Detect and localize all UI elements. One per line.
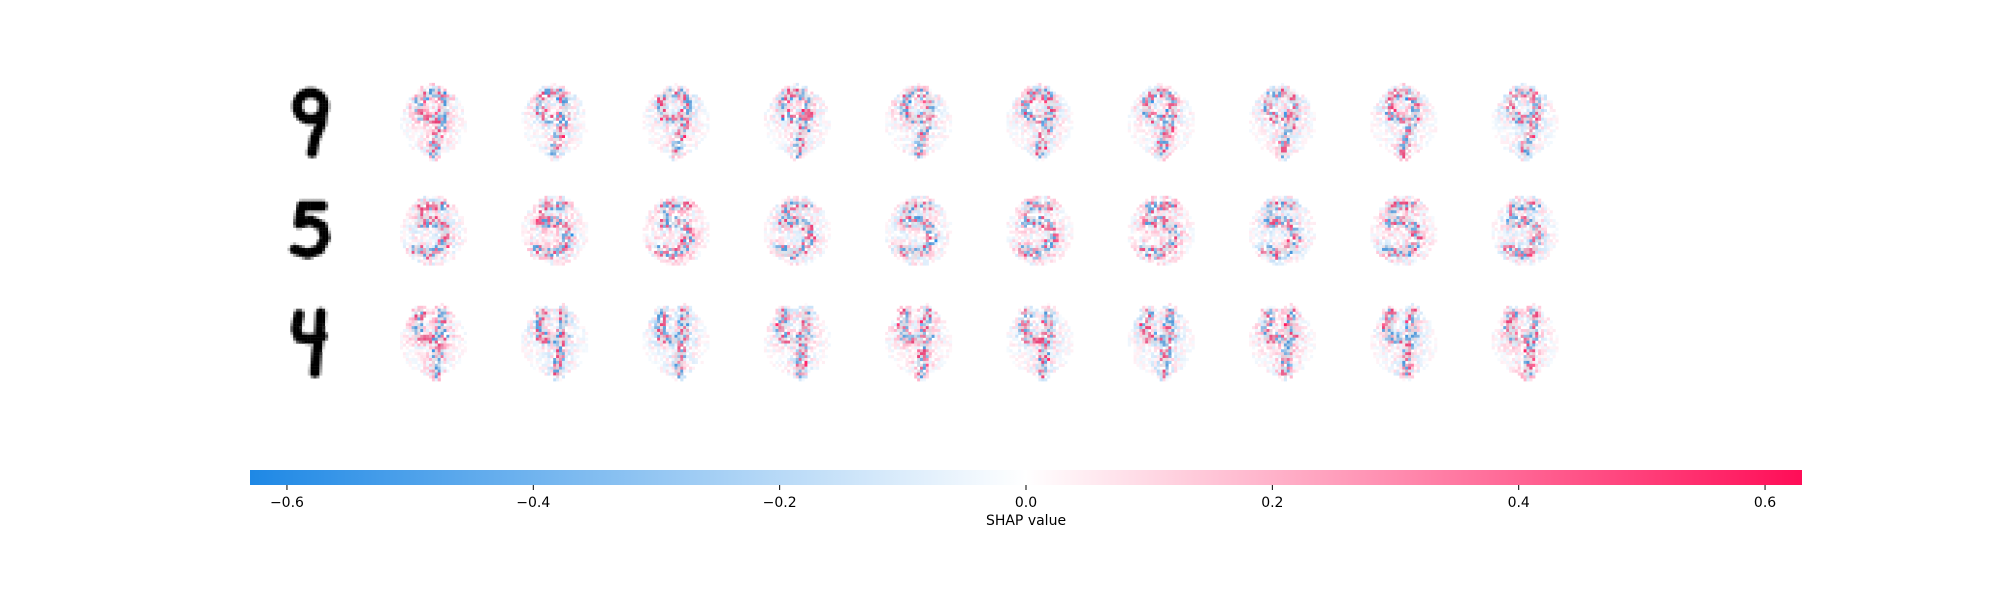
colorbar-tick-label: 0.0 [1015, 495, 1037, 511]
colorbar: −0.6 −0.4 −0.2 0.0 0.2 0.4 0.6 SHAP value [250, 470, 1802, 529]
shap-map-4-class-5 [1006, 302, 1074, 382]
shap-map-4-class-4 [885, 302, 953, 382]
shap-map-5-class-6 [1127, 195, 1195, 266]
shap-map-5-class-8 [1370, 195, 1438, 266]
colorbar-ticks: −0.6 −0.4 −0.2 0.0 0.2 0.4 0.6 [270, 485, 1776, 511]
shap-map-9-class-9 [1491, 82, 1559, 162]
shap-map-9-class-3 [763, 82, 831, 162]
colorbar-tick-label: 0.2 [1261, 495, 1283, 511]
colorbar-tick-label: 0.6 [1754, 495, 1776, 511]
shap-map-4-class-6 [1127, 302, 1195, 382]
shap-map-5-class-9 [1491, 195, 1559, 266]
shap-map-9-class-2 [642, 82, 710, 162]
shap-map-4-class-7 [1249, 302, 1316, 382]
colorbar-gradient [250, 470, 1802, 485]
colorbar-tick-label: 0.4 [1508, 495, 1530, 511]
original-digit-5 [287, 198, 332, 260]
shap-map-5-class-5 [1006, 195, 1074, 266]
colorbar-tick-label: −0.6 [270, 495, 304, 511]
digit-grid [287, 82, 1559, 382]
shap-map-4-class-9 [1491, 302, 1559, 382]
colorbar-tick-label: −0.2 [763, 495, 797, 511]
shap-map-5-class-7 [1249, 195, 1316, 266]
colorbar-axis-label: SHAP value [986, 513, 1066, 529]
shap-map-9-class-8 [1370, 82, 1438, 162]
shap-map-5-class-0 [400, 195, 467, 266]
shap-map-9-class-1 [521, 82, 589, 162]
shap-map-9-class-6 [1127, 82, 1195, 162]
original-digit-9 [290, 85, 332, 159]
shap-map-9-class-7 [1249, 82, 1316, 162]
shap-map-4-class-2 [642, 302, 710, 382]
shap-map-9-class-4 [885, 82, 953, 162]
shap-map-9-class-0 [400, 82, 467, 162]
shap-map-5-class-2 [642, 195, 710, 266]
shap-map-4-class-8 [1370, 302, 1438, 382]
shap-map-5-class-4 [885, 195, 953, 266]
shap-map-4-class-0 [400, 302, 467, 382]
colorbar-tick-label: −0.4 [516, 495, 550, 511]
shap-map-5-class-1 [521, 195, 589, 266]
shap-map-4-class-1 [521, 302, 589, 382]
shap-map-5-class-3 [763, 195, 831, 266]
shap-map-4-class-3 [763, 302, 831, 382]
shap-map-9-class-5 [1006, 82, 1074, 162]
original-digit-4 [290, 305, 329, 379]
